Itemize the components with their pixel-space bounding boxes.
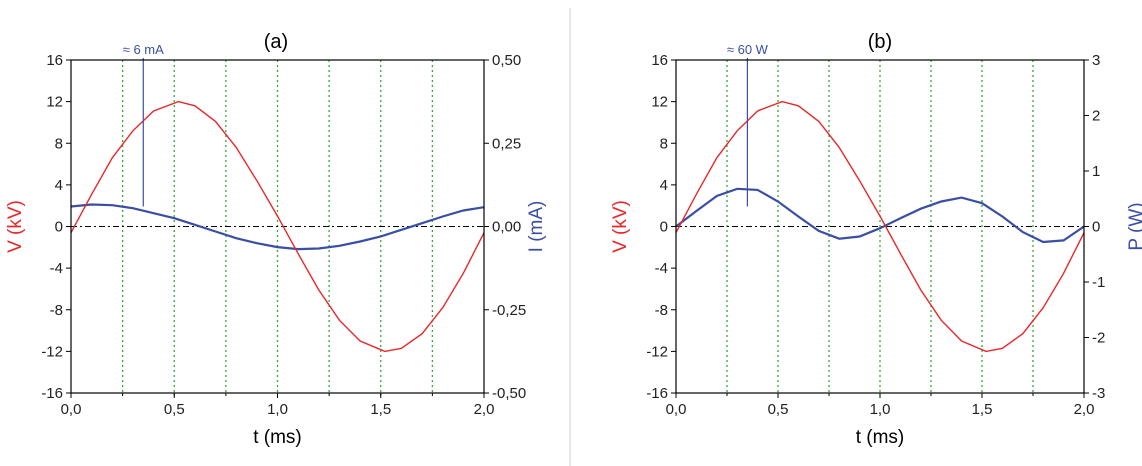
pb-y-left-tick-label: 0 xyxy=(660,219,668,236)
pb-y-right-tick-label: -2 xyxy=(1092,330,1105,347)
pa-x-tick-label: 1,0 xyxy=(267,401,288,418)
pb-series-voltage-line xyxy=(675,100,1085,353)
panel-b-peak-annotation: ≈ 60 W xyxy=(727,42,769,57)
pa-y-left-tick-label: 12 xyxy=(46,94,63,111)
pb-y-left-tick-label: -4 xyxy=(655,260,668,277)
pa-series-secondary-line xyxy=(70,203,485,251)
pb-y-left-tick-label: 12 xyxy=(651,94,668,111)
panel-a-left-axis-title: V (kV) xyxy=(5,200,26,253)
panel-b-x-axis-title: t (ms) xyxy=(856,427,905,448)
panel-a-peak-annotation: ≈ 6 mA xyxy=(123,42,164,57)
panel-a-x-axis-title: t (ms) xyxy=(253,427,302,448)
pa-y-left-tick-label: -4 xyxy=(50,260,63,277)
pb-y-right-tick-label: 3 xyxy=(1092,52,1100,69)
panel-b-right-axis-title: P (W) xyxy=(1126,202,1142,250)
pa-y-left-tick-label: 16 xyxy=(46,52,63,69)
pb-y-left-tick-label: -12 xyxy=(646,343,668,360)
pa-x-tick-label: 1,5 xyxy=(370,401,391,418)
pb-x-tick-label: 2,0 xyxy=(1074,401,1095,418)
pb-y-right-tick-label: -1 xyxy=(1092,274,1105,291)
pb-y-left-tick-label: 16 xyxy=(651,52,668,69)
pa-y-left-tick-label: 0 xyxy=(55,219,63,236)
pa-y-right-tick-label: 0,50 xyxy=(492,52,521,69)
panel-b-label: (b) xyxy=(868,31,892,53)
panel-a-ticks: 0,0 0,5 1,0 1,5 2,0 16 12 8 4 0 -4 -8 -12 -16 0,50 0,25… xyxy=(41,52,526,418)
pa-y-right-tick-label: 0,25 xyxy=(492,135,521,152)
pa-x-tick-label: 2,0 xyxy=(474,401,495,418)
pa-x-tick-label: 0,0 xyxy=(61,401,82,418)
panel-b-series xyxy=(675,58,1085,353)
panel-b-ticks: 0,0 0,5 1,0 1,5 2,0 16 12 8 4 0 -4 -8 -12 -16 3 2 1 0 -1 -2… xyxy=(646,52,1105,418)
panel-a-series xyxy=(70,58,485,353)
pb-x-tick-label: 1,0 xyxy=(870,401,891,418)
panel-b-left-axis-title: V (kV) xyxy=(610,200,631,253)
pb-y-right-tick-label: 1 xyxy=(1092,163,1100,180)
pb-x-tick-label: 0,5 xyxy=(768,401,789,418)
panel-a-right-axis-title: I (mA) xyxy=(526,201,547,253)
pa-y-left-tick-label: -12 xyxy=(41,343,63,360)
pa-y-left-tick-label: -8 xyxy=(50,302,63,319)
pb-y-left-tick-label: 4 xyxy=(660,177,668,194)
pb-x-tick-label: 1,5 xyxy=(972,401,993,418)
pb-y-right-tick-label: 2 xyxy=(1092,108,1100,125)
pb-y-left-tick-label: 8 xyxy=(660,135,668,152)
pb-series-secondary-line xyxy=(675,187,1085,244)
pa-x-tick-label: 0,5 xyxy=(164,401,185,418)
pb-y-left-tick-label: -16 xyxy=(646,385,668,402)
pa-y-left-tick-label: 4 xyxy=(55,177,63,194)
panel-a-label: (a) xyxy=(264,31,288,53)
pb-x-tick-label: 0,0 xyxy=(666,401,687,418)
pb-y-right-tick-label: 0 xyxy=(1092,219,1100,236)
pa-y-right-tick-label: -0,50 xyxy=(492,385,526,402)
panel-a: (a) 0,0 0,5 1,0 1,5 2,0 16 12 8 4 0 -4 -8 -12 -16 0,50… xyxy=(5,31,547,448)
pb-y-right-tick-label: -3 xyxy=(1092,385,1105,402)
pa-y-left-tick-label: -16 xyxy=(41,385,63,402)
pa-series-voltage-line xyxy=(70,100,485,353)
pa-y-right-tick-label: -0,25 xyxy=(492,302,526,319)
panel-b: (b) 0,0 0,5 1,0 1,5 2,01612840-4-8-12-163210… xyxy=(610,31,1142,448)
pa-y-right-tick-label: 0,00 xyxy=(492,219,521,236)
pa-y-left-tick-label: 8 xyxy=(55,135,63,152)
pb-y-left-tick-label: -8 xyxy=(655,302,668,319)
